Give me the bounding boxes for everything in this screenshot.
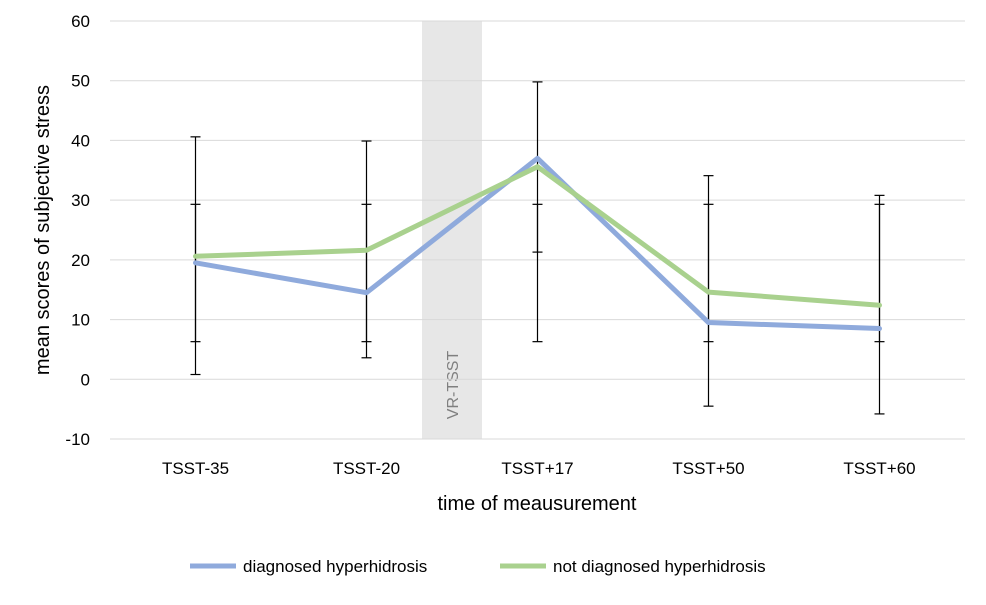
x-tick-labels: TSST-35 TSST-20 TSST+17 TSST+50 TSST+60: [162, 459, 916, 478]
y-tick-label: 40: [71, 131, 90, 150]
x-tick-label: TSST+17: [501, 459, 573, 478]
legend-label: diagnosed hyperhidrosis: [243, 557, 427, 576]
y-tick-label: 0: [81, 370, 90, 389]
x-tick-label: TSST-20: [333, 459, 400, 478]
y-tick-label: 60: [71, 12, 90, 31]
x-tick-label: TSST+60: [843, 459, 915, 478]
shaded-region: [422, 21, 482, 439]
x-tick-label: TSST+50: [672, 459, 744, 478]
series-lines: [193, 155, 882, 332]
y-tick-label: 10: [71, 311, 90, 330]
y-tick-labels: -10 0 10 20 30 40 50 60: [65, 12, 90, 449]
x-axis-title: time of meausurement: [438, 493, 637, 515]
series-line-2: [193, 164, 882, 308]
shaded-region-layer: VR-TSST: [422, 21, 482, 439]
shaded-region-label: VR-TSST: [445, 351, 462, 420]
y-tick-label: -10: [65, 430, 90, 449]
y-tick-label: 30: [71, 191, 90, 210]
legend-label: not diagnosed hyperhidrosis: [553, 557, 766, 576]
y-axis-title: mean scores of subjective stress: [32, 85, 54, 375]
series-line-1: [193, 155, 882, 332]
y-tick-label: 20: [71, 251, 90, 270]
y-tick-label: 50: [71, 72, 90, 91]
x-tick-label: TSST-35: [162, 459, 229, 478]
legend: diagnosed hyperhidrosis not diagnosed hyp…: [190, 557, 766, 576]
error-bars: [190, 81, 885, 415]
